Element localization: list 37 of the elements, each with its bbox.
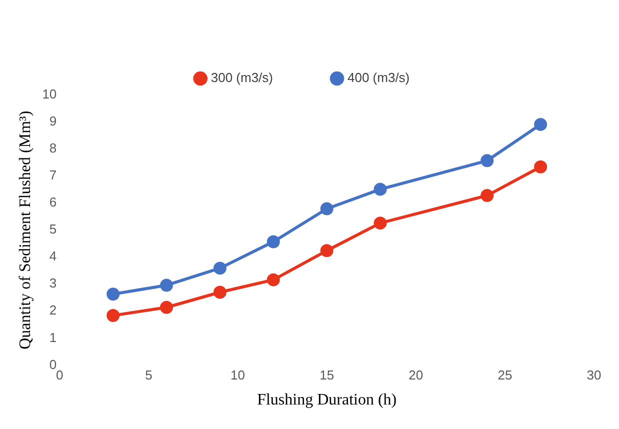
x-tick-label: 15 [320, 368, 334, 383]
point [534, 160, 548, 174]
y-tick-label: 2 [49, 302, 57, 318]
point [160, 278, 174, 292]
y-tick-label: 4 [49, 248, 57, 264]
point [480, 154, 494, 168]
point [106, 308, 120, 322]
point [213, 262, 226, 275]
y-tick-label: 5 [49, 222, 57, 237]
point [480, 189, 494, 202]
y-tick-label: 10 [42, 86, 57, 102]
point [534, 118, 548, 131]
y-tick-label: 0 [49, 356, 57, 372]
y-tick-label: 3 [49, 276, 57, 291]
point [266, 273, 280, 286]
point [266, 235, 280, 248]
point [320, 244, 334, 258]
point [320, 202, 334, 216]
y-tick-label: 7 [49, 168, 57, 183]
point [213, 286, 226, 299]
x-axis-title: Flushing Duration (h) [257, 392, 397, 409]
x-tick-label: 5 [145, 368, 152, 383]
x-tick-label: 30 [586, 368, 602, 383]
y-tick-label: 8 [49, 140, 57, 156]
y-tick-label: 9 [49, 114, 57, 129]
legend-label: 300 (m3/s) [210, 70, 274, 86]
point [374, 182, 387, 196]
y-tick-label: 1 [49, 330, 57, 345]
point [374, 216, 387, 230]
x-tick-label: 20 [408, 368, 424, 383]
point [106, 288, 120, 301]
y-axis-title: Quantity of Sediment Flushed (Mm³) [16, 110, 34, 350]
point [160, 300, 174, 314]
x-tick-label: 10 [230, 368, 246, 383]
legend-label: 400 (m3/s) [348, 70, 410, 86]
x-tick-label: 25 [498, 368, 512, 383]
y-tick-label: 6 [49, 194, 57, 210]
